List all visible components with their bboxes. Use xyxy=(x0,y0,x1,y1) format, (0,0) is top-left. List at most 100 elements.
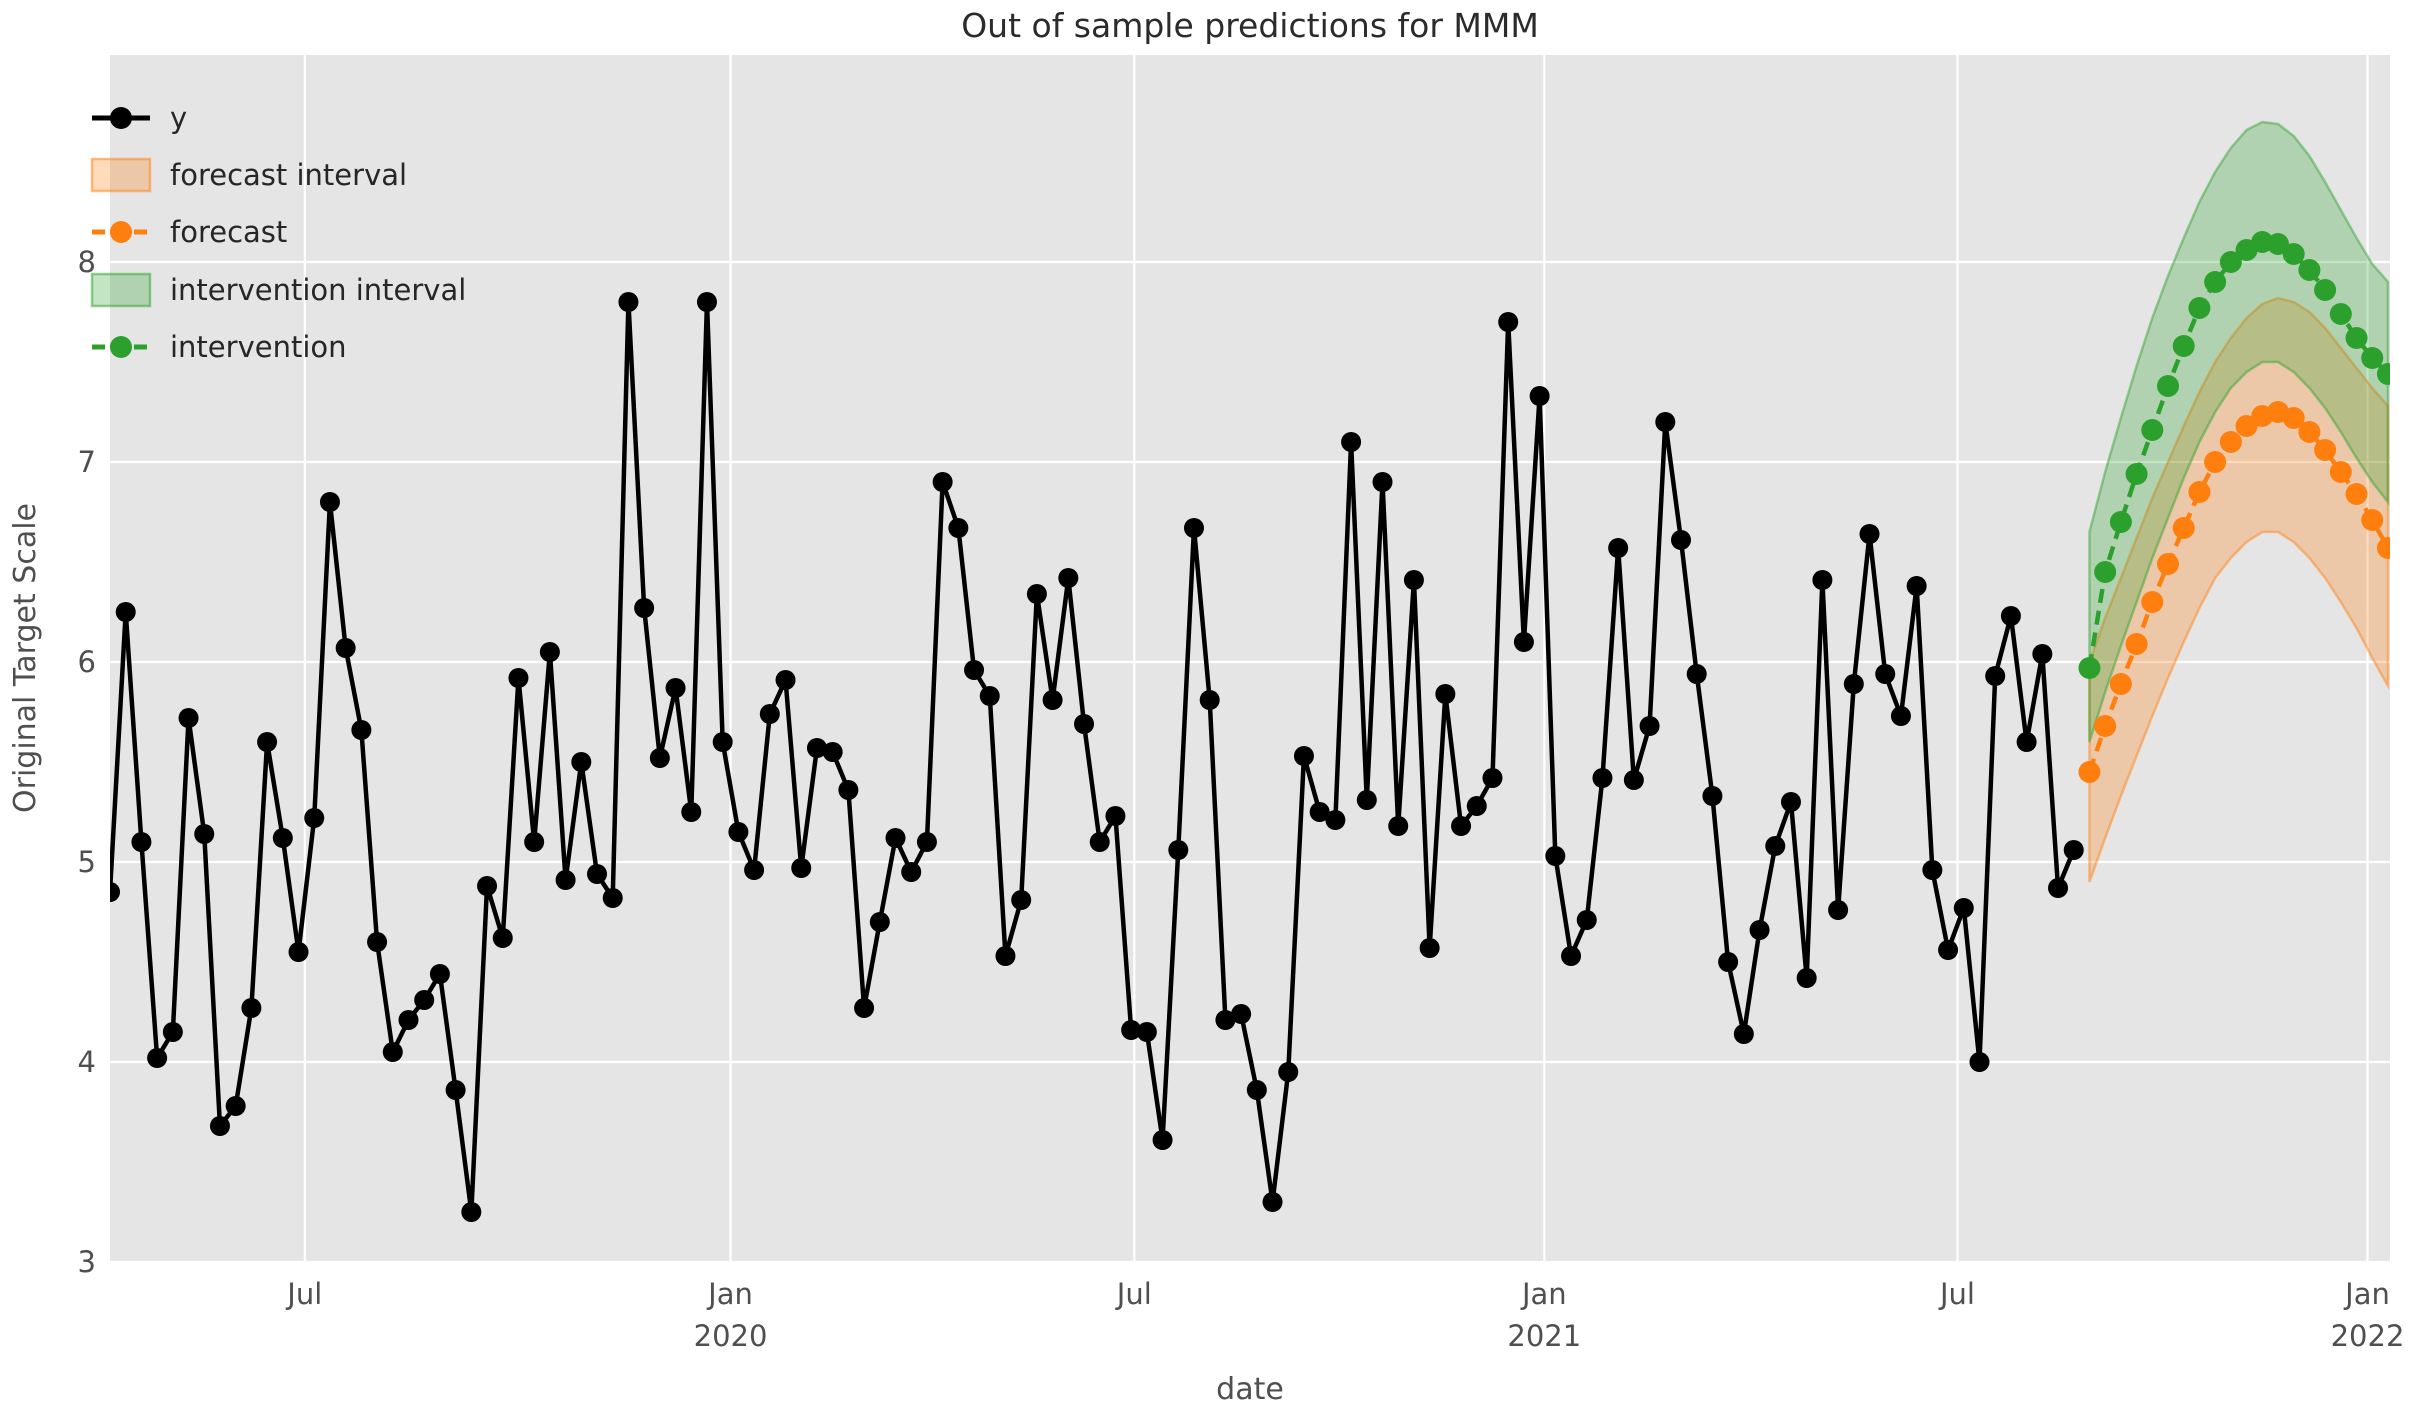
y-series-point xyxy=(822,742,843,762)
y-tick-label-4: 4 xyxy=(78,1045,96,1079)
intervention-series-point xyxy=(2204,271,2227,293)
y-series-point xyxy=(382,1042,403,1062)
y-series-point xyxy=(1969,1052,1990,1072)
y-series-point xyxy=(2032,644,2053,664)
y-series-point xyxy=(1183,518,1204,538)
x-axis-label: date xyxy=(1216,1372,1284,1407)
y-series-point xyxy=(1749,920,1770,940)
legend-sample-marker-2 xyxy=(110,221,132,243)
y-series-point xyxy=(602,888,623,908)
y-series-point xyxy=(1451,816,1472,836)
forecast-series-point xyxy=(2188,481,2211,503)
y-series-point xyxy=(1702,786,1723,806)
y-series-point xyxy=(854,998,875,1018)
y-series-point xyxy=(1074,714,1095,734)
intervention-series-point xyxy=(2314,279,2337,301)
y-series-point xyxy=(1529,386,1550,406)
y-series-point xyxy=(1262,1192,1283,1212)
forecast-series-point xyxy=(2376,537,2390,559)
y-series-point xyxy=(115,602,136,622)
y-series-point xyxy=(110,882,120,902)
y-series-point xyxy=(1985,666,2006,686)
y-series-point xyxy=(492,928,513,948)
y-series-point xyxy=(1938,940,1959,960)
x-tick-label-5: Jan xyxy=(2343,1277,2390,1311)
y-series-point xyxy=(681,802,702,822)
y-series-point xyxy=(885,828,906,848)
y-series-point xyxy=(1341,432,1362,452)
y-series-point xyxy=(1293,746,1314,766)
y-tick-label-8: 8 xyxy=(78,245,96,279)
x-tick-label-4: Jul xyxy=(1938,1277,1975,1311)
intervention-series-point xyxy=(2282,243,2305,265)
y-series-point xyxy=(209,1116,230,1136)
y-series-point xyxy=(304,808,325,828)
forecast-series-point xyxy=(2345,483,2368,505)
y-series-point xyxy=(1561,946,1582,966)
forecast-series-point xyxy=(2109,673,2132,695)
y-series-point xyxy=(1733,1024,1754,1044)
forecast-series-point xyxy=(2314,439,2337,461)
y-series-point xyxy=(147,1048,168,1068)
y-series-point xyxy=(1388,816,1409,836)
y-series-point xyxy=(1906,576,1927,596)
y-series-point xyxy=(2000,606,2021,626)
legend-label-2: forecast xyxy=(170,215,287,249)
y-series-point xyxy=(319,492,340,512)
intervention-series-point xyxy=(2172,335,2195,357)
y-series-point xyxy=(1356,790,1377,810)
intervention-series-point xyxy=(2188,297,2211,319)
y-series-point xyxy=(288,942,309,962)
y-series-point xyxy=(696,292,717,312)
y-series-point xyxy=(1136,1022,1157,1042)
intervention-series-point xyxy=(2157,375,2180,397)
intervention-series-point xyxy=(2329,303,2352,325)
y-series-point xyxy=(728,822,749,842)
y-series-point xyxy=(1199,690,1220,710)
y-series-point xyxy=(1812,570,1833,590)
y-series-point xyxy=(508,668,529,688)
y-axis-label: Original Target Scale xyxy=(8,503,43,813)
y-series-point xyxy=(869,912,890,932)
y-series-point xyxy=(1325,810,1346,830)
y-series-point xyxy=(1482,768,1503,788)
y-series-point xyxy=(414,990,435,1010)
y-series-point xyxy=(618,292,639,312)
intervention-series-point xyxy=(2125,463,2148,485)
y-series-point xyxy=(1105,806,1126,826)
forecast-series-point xyxy=(2329,461,2352,483)
y-series-point xyxy=(1435,684,1456,704)
forecast-series-point xyxy=(2125,633,2148,655)
x-tick-label-3: Jan xyxy=(1520,1277,1567,1311)
y-series-point xyxy=(1403,570,1424,590)
legend-sample-band-3 xyxy=(90,272,152,308)
y-series-point xyxy=(901,862,922,882)
y-series-point xyxy=(524,832,545,852)
forecast-series-point xyxy=(2094,715,2117,737)
y-series-point xyxy=(916,832,937,852)
y-series-point xyxy=(1780,792,1801,812)
intervention-series-point xyxy=(2361,347,2384,369)
legend: y forecast interval forecast intervention i… xyxy=(90,101,466,364)
y-tick-label-6: 6 xyxy=(78,645,96,679)
y-series-point xyxy=(932,472,953,492)
y-series-point xyxy=(712,732,733,752)
y-series-point xyxy=(555,870,576,890)
y-series-point xyxy=(806,738,827,758)
forecast-interval-band xyxy=(2088,296,2390,883)
legend-label-0: y xyxy=(170,101,187,135)
x-tick-label-0: Jul xyxy=(285,1277,322,1311)
y-series-point xyxy=(225,1096,246,1116)
y-series-point xyxy=(1608,538,1629,558)
y-series-point xyxy=(775,670,796,690)
y-series-point xyxy=(1859,524,1880,544)
intervention-series-point xyxy=(2094,561,2117,583)
y-series-point xyxy=(838,780,859,800)
y-series-point xyxy=(367,932,388,952)
y-series-point xyxy=(178,708,199,728)
y-series-point xyxy=(791,858,812,878)
y-series-point xyxy=(1686,664,1707,684)
y-series-point xyxy=(964,660,985,680)
y-series-point xyxy=(2048,878,2069,898)
y-series-point xyxy=(1875,664,1896,684)
